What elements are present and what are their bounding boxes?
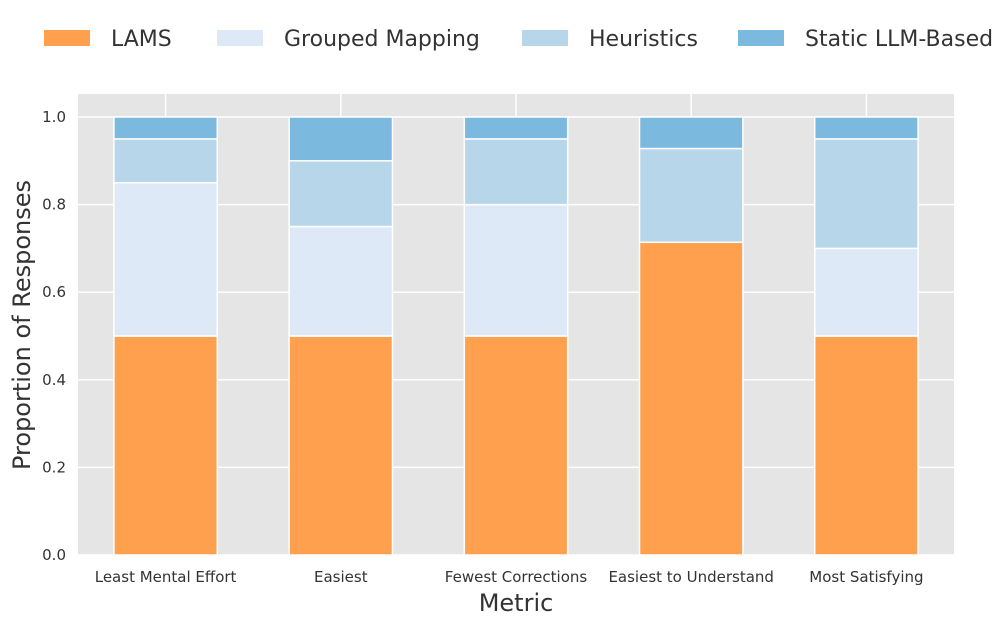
bar-segment [813, 116, 919, 140]
y-tick-label: 1.0 [42, 108, 66, 126]
bar-segment [463, 138, 569, 206]
bar-segment [638, 241, 744, 556]
legend-label: Static LLM-Based [805, 27, 993, 52]
bar-segment [288, 116, 394, 162]
y-tick-label: 0.0 [42, 546, 66, 564]
bar-segment [813, 247, 919, 337]
x-axis-title: Metric [479, 589, 554, 617]
y-tick-label: 0.6 [42, 283, 66, 301]
x-tick-labels: Least Mental Effort Easiest Fewest Correct… [95, 568, 924, 586]
legend-label: Heuristics [589, 27, 698, 52]
bar-segment [638, 116, 744, 150]
x-tick-label: Most Satisfying [809, 568, 923, 586]
x-tick-label: Least Mental Effort [95, 568, 237, 586]
bar-segment [463, 203, 569, 337]
x-tick-label: Easiest to Understand [608, 568, 774, 586]
legend-label: Grouped Mapping [284, 27, 480, 52]
x-tick-label: Easiest [314, 568, 368, 586]
bar-segment [288, 160, 394, 228]
legend-label: LAMS [111, 27, 172, 52]
bar-segment [463, 335, 569, 556]
y-tick-label: 0.2 [42, 458, 66, 476]
legend: LAMS Grouped Mapping Heuristics Static LLM-… [44, 27, 993, 52]
bar-segment [813, 335, 919, 556]
y-tick-label: 0.8 [42, 196, 66, 214]
legend-swatch [522, 30, 568, 46]
y-tick-label: 0.4 [42, 371, 66, 389]
bar-segment [113, 335, 219, 556]
bar-segment [288, 225, 394, 337]
bar-segment [813, 138, 919, 250]
bar-segment [638, 147, 744, 244]
x-tick-label: Fewest Corrections [445, 568, 588, 586]
legend-swatch [217, 30, 263, 46]
bar-segment [113, 181, 219, 337]
bar-segment [288, 335, 394, 556]
bar-segment [113, 138, 219, 184]
bar-segment [113, 116, 219, 140]
legend-swatch [44, 30, 90, 46]
y-axis-title: Proportion of Responses [8, 180, 36, 470]
bar-segment [463, 116, 569, 140]
legend-swatch [738, 30, 784, 46]
bars [113, 116, 919, 556]
y-tick-labels: 0.0 0.2 0.4 0.6 0.8 1.0 [42, 108, 66, 564]
